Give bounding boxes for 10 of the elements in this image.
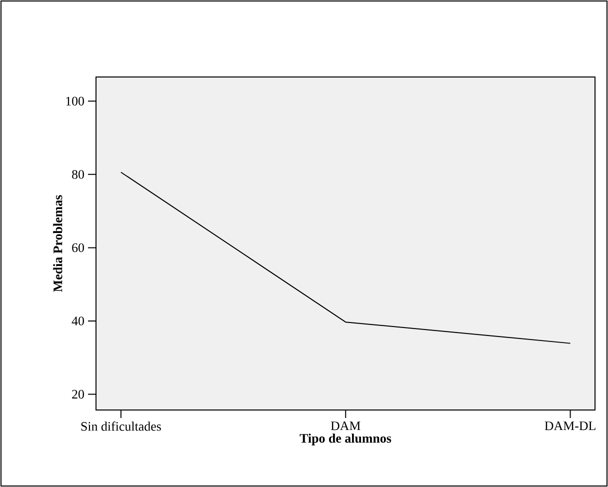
y-tick-label: 40 [72, 316, 84, 326]
y-tick-label: 80 [72, 170, 84, 179]
y-tick-label: 60 [72, 243, 84, 252]
x-axis-title: Tipo de alumnos [300, 434, 392, 446]
x-tick-label: DAM-DL [544, 422, 596, 430]
y-axis-title: Media Problemas [53, 195, 62, 292]
x-tick-label: DAM [330, 422, 360, 430]
y-tick-label: 100 [66, 96, 84, 106]
y-tick-label: 20 [72, 390, 84, 399]
x-tick-label: Sin dificultades [81, 422, 161, 431]
